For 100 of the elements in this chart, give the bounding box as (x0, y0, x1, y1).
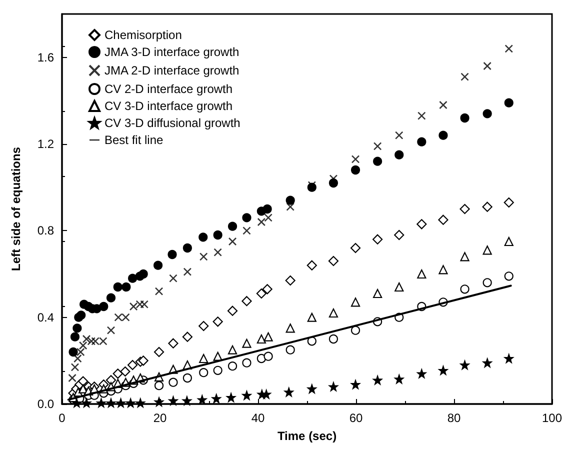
y-tick-label: 1.2 (37, 137, 54, 151)
point (460, 360, 470, 370)
point (256, 288, 266, 299)
point (482, 109, 492, 118)
point (483, 62, 492, 70)
point (168, 396, 178, 406)
point (99, 302, 108, 312)
point (76, 310, 86, 320)
point (394, 131, 404, 140)
x-tick-label: 40 (251, 411, 265, 425)
point (417, 369, 426, 378)
point (228, 237, 237, 246)
point (68, 374, 76, 382)
point (504, 236, 514, 246)
point (460, 284, 470, 294)
point (350, 242, 361, 254)
point (99, 337, 108, 346)
point (72, 324, 82, 333)
point (140, 300, 148, 308)
point (286, 345, 295, 354)
point (106, 326, 116, 334)
point (113, 282, 122, 292)
point (285, 275, 296, 286)
point (154, 381, 164, 390)
point (372, 234, 383, 244)
point (228, 362, 238, 371)
point (198, 320, 209, 332)
point (242, 296, 252, 306)
point (242, 390, 252, 400)
point (504, 272, 514, 281)
point (482, 278, 492, 288)
point (227, 306, 238, 316)
x-tick-label: 60 (349, 411, 363, 425)
point (307, 336, 316, 346)
point (213, 230, 222, 240)
point (198, 395, 207, 404)
point (228, 222, 238, 231)
point (154, 287, 164, 296)
y-axis-title: Left side of equations (9, 146, 23, 272)
point (168, 250, 177, 260)
point (87, 337, 96, 346)
x-tick-label: 0 (58, 411, 66, 425)
point (373, 142, 382, 150)
point (460, 72, 469, 81)
point (350, 165, 360, 175)
point (138, 269, 148, 279)
point (154, 397, 164, 406)
x-axis-title: Time (sec) (277, 429, 337, 443)
point (168, 378, 178, 387)
point (438, 265, 448, 274)
point (106, 293, 116, 302)
point (78, 376, 88, 386)
point (504, 197, 514, 208)
point (373, 376, 382, 385)
point (242, 226, 251, 235)
point (242, 338, 252, 348)
point (328, 382, 338, 392)
point (106, 398, 116, 408)
point (438, 130, 448, 140)
point (256, 334, 266, 344)
point (307, 384, 316, 394)
point (183, 268, 192, 276)
point (504, 98, 514, 108)
point (128, 274, 138, 283)
point (122, 313, 130, 322)
point (504, 354, 514, 364)
point (394, 282, 404, 292)
point (116, 398, 126, 408)
point (213, 366, 222, 375)
point (198, 232, 208, 242)
point (120, 366, 130, 377)
point (262, 284, 272, 294)
point (228, 345, 238, 354)
point (212, 394, 221, 404)
point (394, 150, 404, 160)
legend-label: JMA 3-D interface growth (104, 45, 240, 59)
point (242, 213, 252, 222)
point (328, 308, 338, 318)
point (262, 390, 271, 399)
point (242, 358, 252, 368)
point (460, 204, 470, 214)
legend-label: CV 2-D interface growth (104, 82, 233, 96)
point (264, 332, 273, 342)
point (96, 398, 106, 408)
point (394, 230, 404, 240)
y-tick-label: 1.6 (37, 50, 54, 64)
point (68, 347, 78, 357)
point (286, 324, 295, 333)
point (418, 112, 426, 120)
x-tick-label: 100 (542, 411, 562, 425)
point (504, 44, 514, 53)
point (350, 298, 360, 307)
point (307, 312, 316, 322)
point (136, 398, 145, 408)
point (70, 332, 80, 342)
point (264, 214, 272, 222)
legend-label: JMA 2-D interface growth (104, 64, 240, 78)
point (106, 375, 116, 386)
x-tick-label: 80 (447, 411, 461, 425)
point (328, 334, 338, 344)
